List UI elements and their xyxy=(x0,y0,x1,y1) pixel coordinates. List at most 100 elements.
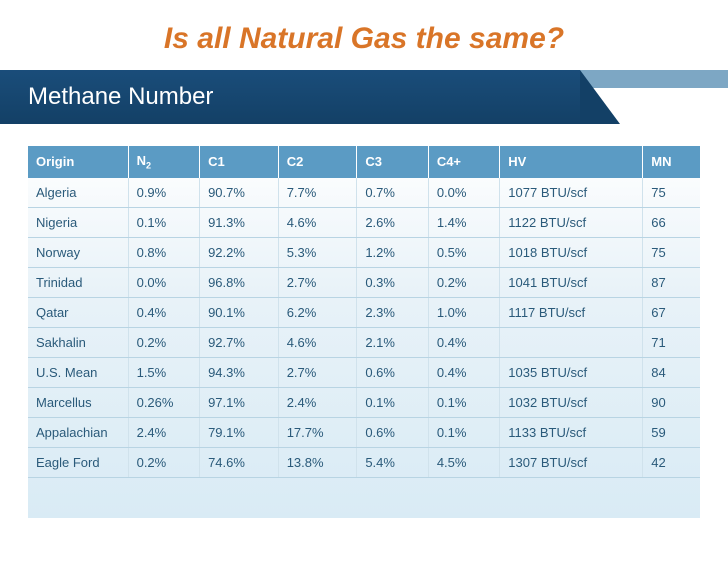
table-cell: 90 xyxy=(643,387,700,417)
table-container: Origin N2 C1 C2 C3 C4+ HV MN Algeria0.9%… xyxy=(28,146,700,518)
table-cell: 0.9% xyxy=(128,178,199,208)
table-row: Trinidad0.0%96.8%2.7%0.3%0.2%1041 BTU/sc… xyxy=(28,267,700,297)
banner-wrap: Methane Number xyxy=(0,70,728,124)
table-cell: 42 xyxy=(643,447,700,477)
table-cell: 0.4% xyxy=(428,327,499,357)
table-cell: 0.0% xyxy=(428,178,499,208)
table-cell: Marcellus xyxy=(28,387,128,417)
table-row: Eagle Ford0.2%74.6%13.8%5.4%4.5%1307 BTU… xyxy=(28,447,700,477)
page-title: Is all Natural Gas the same? xyxy=(0,0,728,70)
table-cell: 5.3% xyxy=(278,237,357,267)
table-cell: 0.5% xyxy=(428,237,499,267)
table-cell: 13.8% xyxy=(278,447,357,477)
table-cell: 0.4% xyxy=(428,357,499,387)
table-cell: Eagle Ford xyxy=(28,447,128,477)
col-header-hv: HV xyxy=(500,146,643,178)
table-cell: U.S. Mean xyxy=(28,357,128,387)
table-cell: 6.2% xyxy=(278,297,357,327)
table-cell: 1077 BTU/scf xyxy=(500,178,643,208)
table-cell: 2.7% xyxy=(278,267,357,297)
col-header-c2: C2 xyxy=(278,146,357,178)
table-cell: 0.7% xyxy=(357,178,428,208)
table-cell: 1122 BTU/scf xyxy=(500,207,643,237)
table-cell: Trinidad xyxy=(28,267,128,297)
table-row: U.S. Mean1.5%94.3%2.7%0.6%0.4%1035 BTU/s… xyxy=(28,357,700,387)
table-cell: 1035 BTU/scf xyxy=(500,357,643,387)
table-cell: 1.5% xyxy=(128,357,199,387)
table-cell: 2.4% xyxy=(128,417,199,447)
table-cell: 0.6% xyxy=(357,417,428,447)
table-cell: 4.5% xyxy=(428,447,499,477)
table-cell: Algeria xyxy=(28,178,128,208)
table-cell: 66 xyxy=(643,207,700,237)
table-cell: 1018 BTU/scf xyxy=(500,237,643,267)
table-cell: 1041 BTU/scf xyxy=(500,267,643,297)
table-cell: 0.2% xyxy=(128,447,199,477)
table-cell: 96.8% xyxy=(200,267,279,297)
table-cell: 4.6% xyxy=(278,327,357,357)
table-cell: 0.0% xyxy=(128,267,199,297)
table-cell: 71 xyxy=(643,327,700,357)
table-cell: 1.2% xyxy=(357,237,428,267)
methane-table: Origin N2 C1 C2 C3 C4+ HV MN Algeria0.9%… xyxy=(28,146,700,478)
table-cell: 0.2% xyxy=(128,327,199,357)
table-cell: 2.3% xyxy=(357,297,428,327)
table-cell: 92.7% xyxy=(200,327,279,357)
table-cell: 4.6% xyxy=(278,207,357,237)
col-header-mn: MN xyxy=(643,146,700,178)
table-cell: 0.1% xyxy=(357,387,428,417)
table-row: Appalachian2.4%79.1%17.7%0.6%0.1%1133 BT… xyxy=(28,417,700,447)
table-cell: 91.3% xyxy=(200,207,279,237)
table-cell xyxy=(500,327,643,357)
table-cell: 0.26% xyxy=(128,387,199,417)
table-cell: Nigeria xyxy=(28,207,128,237)
table-cell: 74.6% xyxy=(200,447,279,477)
table-row: Nigeria0.1%91.3%4.6%2.6%1.4%1122 BTU/scf… xyxy=(28,207,700,237)
table-cell: 90.7% xyxy=(200,178,279,208)
table-cell: 0.1% xyxy=(428,387,499,417)
table-cell: 67 xyxy=(643,297,700,327)
table-cell: 1133 BTU/scf xyxy=(500,417,643,447)
table-cell: 0.1% xyxy=(428,417,499,447)
table-header-row: Origin N2 C1 C2 C3 C4+ HV MN xyxy=(28,146,700,178)
table-cell: 0.2% xyxy=(428,267,499,297)
table-cell: 0.1% xyxy=(128,207,199,237)
table-cell: 87 xyxy=(643,267,700,297)
table-cell: 1.0% xyxy=(428,297,499,327)
table-row: Algeria0.9%90.7%7.7%0.7%0.0%1077 BTU/scf… xyxy=(28,178,700,208)
banner: Methane Number xyxy=(0,70,580,124)
table-cell: 5.4% xyxy=(357,447,428,477)
table-cell: Sakhalin xyxy=(28,327,128,357)
table-row: Qatar0.4%90.1%6.2%2.3%1.0%1117 BTU/scf67 xyxy=(28,297,700,327)
table-cell: 1307 BTU/scf xyxy=(500,447,643,477)
table-cell: 2.7% xyxy=(278,357,357,387)
table-cell: 97.1% xyxy=(200,387,279,417)
table-cell: 92.2% xyxy=(200,237,279,267)
table-cell: Appalachian xyxy=(28,417,128,447)
table-cell: 7.7% xyxy=(278,178,357,208)
table-cell: 1032 BTU/scf xyxy=(500,387,643,417)
table-cell: 2.6% xyxy=(357,207,428,237)
table-cell: 2.4% xyxy=(278,387,357,417)
col-header-c1: C1 xyxy=(200,146,279,178)
table-cell: 59 xyxy=(643,417,700,447)
table-cell: 0.6% xyxy=(357,357,428,387)
table-cell: 84 xyxy=(643,357,700,387)
col-header-n2: N2 xyxy=(128,146,199,178)
table-cell: 90.1% xyxy=(200,297,279,327)
table-cell: 1.4% xyxy=(428,207,499,237)
table-cell: 0.3% xyxy=(357,267,428,297)
table-row: Sakhalin0.2%92.7%4.6%2.1%0.4% 71 xyxy=(28,327,700,357)
table-cell: 2.1% xyxy=(357,327,428,357)
col-header-c3: C3 xyxy=(357,146,428,178)
table-row: Norway0.8%92.2%5.3%1.2%0.5%1018 BTU/scf7… xyxy=(28,237,700,267)
table-cell: 75 xyxy=(643,178,700,208)
table-cell: 0.4% xyxy=(128,297,199,327)
table-cell: 1117 BTU/scf xyxy=(500,297,643,327)
table-cell: 94.3% xyxy=(200,357,279,387)
table-cell: Norway xyxy=(28,237,128,267)
table-cell: 17.7% xyxy=(278,417,357,447)
banner-text: Methane Number xyxy=(28,83,213,111)
table-cell: 75 xyxy=(643,237,700,267)
table-cell: 79.1% xyxy=(200,417,279,447)
